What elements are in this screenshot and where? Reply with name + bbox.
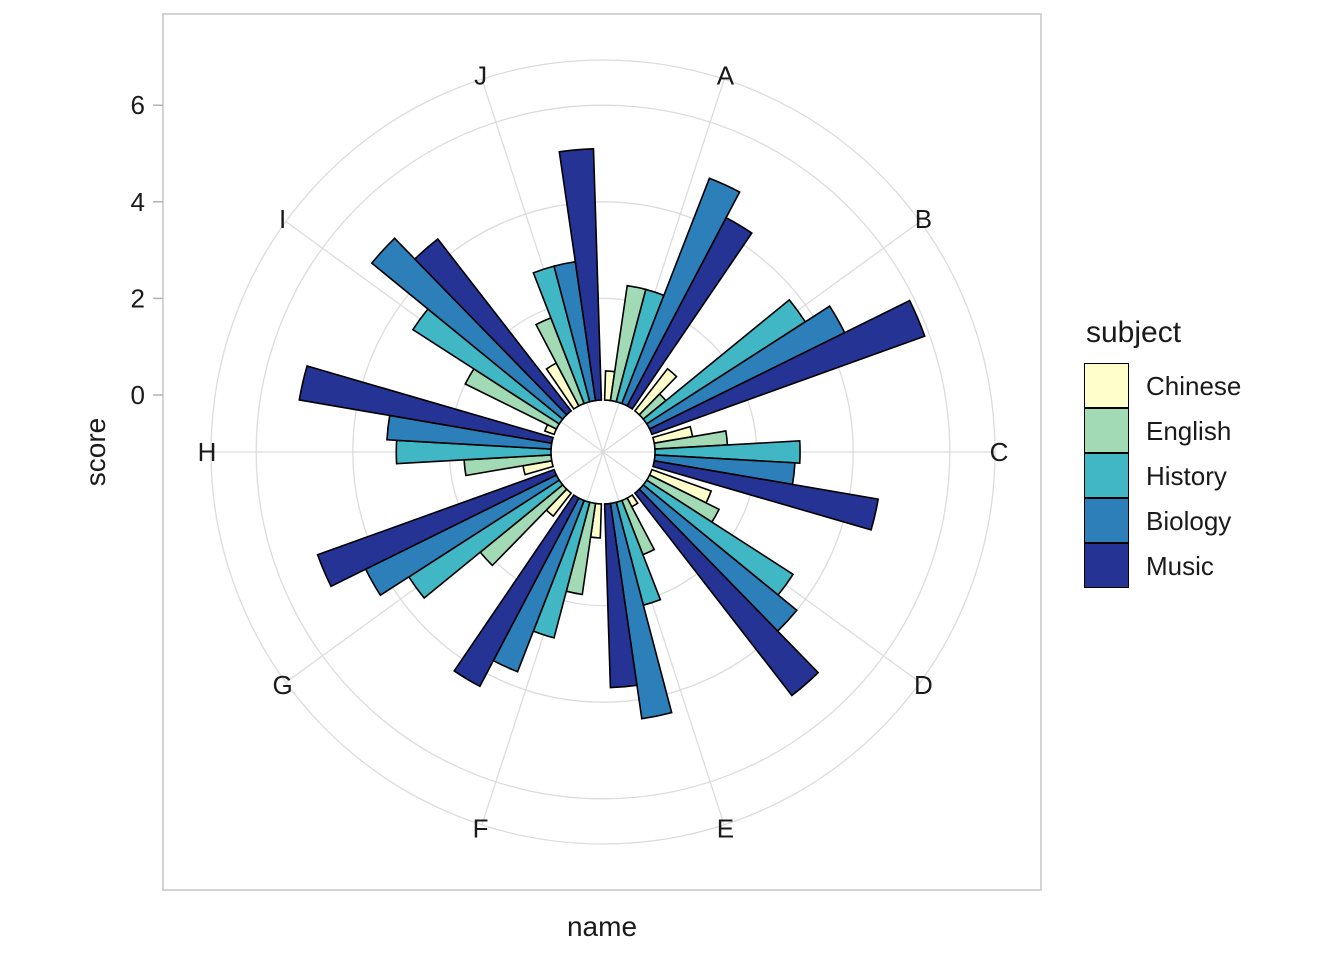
bar-E-music (603, 502, 638, 689)
panel-border (162, 13, 1042, 891)
category-label-C: C (990, 437, 1009, 467)
category-label-A: A (717, 60, 735, 90)
legend-item-chinese: Chinese (1084, 363, 1242, 409)
legend-label-music: Music (1146, 551, 1214, 581)
legend-title: subject (1086, 316, 1182, 349)
bar-C-history (654, 440, 801, 464)
bar-H-music (298, 365, 555, 445)
category-labels: A B C D E F G H I J (198, 60, 1009, 843)
bar-I-biology (370, 237, 568, 421)
bar-A-biology (620, 177, 741, 408)
category-label-J: J (474, 60, 487, 90)
legend-swatch-biology (1084, 498, 1129, 544)
category-label-I: I (279, 204, 286, 234)
bar-C-music (651, 459, 880, 531)
radial-axis: 0 2 4 6 (131, 90, 163, 410)
polar-grid (210, 59, 996, 845)
legend: subject Chinese English History Biology … (1084, 316, 1241, 589)
bar-layer (298, 147, 926, 720)
r-tick-label-4: 4 (131, 187, 145, 217)
bar-F-music (453, 493, 580, 688)
bar-B-chinese (633, 367, 678, 416)
category-label-E: E (717, 814, 734, 844)
legend-swatch-chinese (1084, 363, 1129, 409)
legend-item-biology: Biology (1084, 498, 1241, 544)
x-axis-title: name (566, 911, 638, 942)
r-tick-label-0: 0 (131, 380, 145, 410)
category-label-D: D (914, 670, 933, 700)
bar-D-music (633, 488, 820, 697)
bar-I-music (413, 237, 573, 416)
r-tick-label-2: 2 (131, 283, 145, 313)
legend-label-english: English (1146, 416, 1232, 446)
category-label-H: H (198, 437, 217, 467)
legend-label-history: History (1146, 461, 1227, 491)
bar-E-biology (609, 501, 673, 720)
bar-A-music (626, 216, 753, 411)
category-label-F: F (473, 814, 489, 844)
category-label-G: G (273, 670, 293, 700)
legend-label-chinese: Chinese (1146, 371, 1242, 401)
bar-D-biology (638, 483, 798, 633)
legend-item-history: History (1084, 453, 1241, 499)
bar-G-music (316, 468, 558, 588)
legend-swatch-music (1084, 543, 1129, 589)
r-tick-label-6: 6 (131, 90, 145, 120)
legend-swatch-history (1084, 453, 1129, 499)
legend-item-english: English (1084, 408, 1241, 454)
category-label-B: B (915, 204, 932, 234)
plot-panel (162, 13, 1042, 891)
bar-J-music (558, 147, 603, 402)
legend-label-biology: Biology (1146, 506, 1232, 536)
bar-B-music (648, 299, 926, 436)
legend-item-music: Music (1084, 543, 1241, 589)
legend-swatch-english (1084, 408, 1129, 454)
